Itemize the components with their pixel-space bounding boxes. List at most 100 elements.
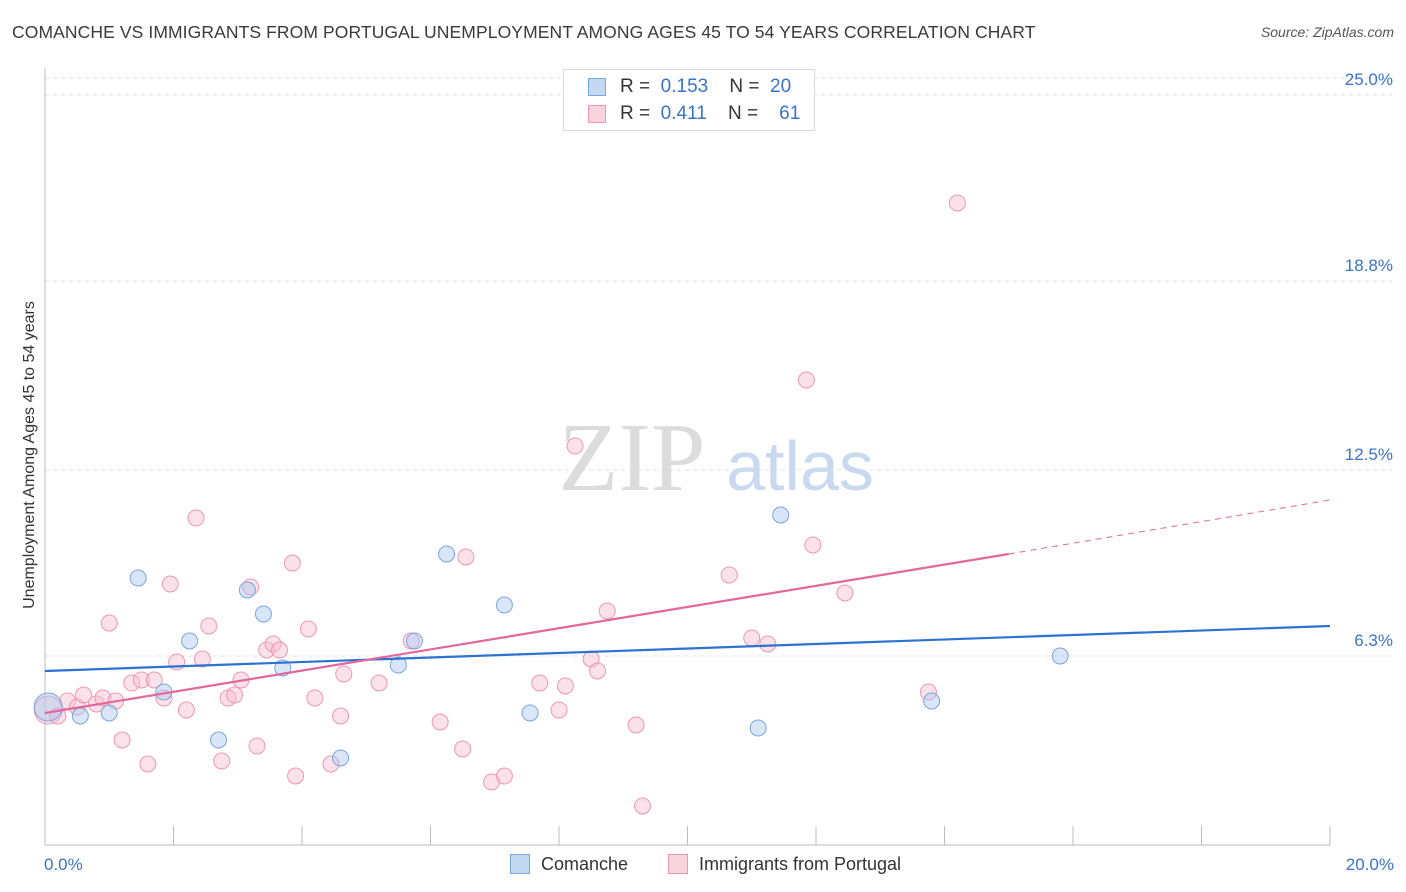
portugal-legend-swatch [668,854,688,874]
data-point-portugal [161,575,179,593]
data-point-comanche [405,632,423,650]
data-point-portugal [720,566,738,584]
x-tick-label: 0.0% [44,855,83,874]
data-point-portugal [287,767,305,785]
data-point-portugal [258,641,276,659]
data-point-portugal [589,662,607,680]
data-point-portugal [627,716,645,734]
data-point-comanche [254,605,272,623]
data-point-portugal [454,740,472,758]
data-point-comanche [129,569,147,587]
watermark-zip: ZIP [559,404,706,512]
data-point-portugal [919,683,937,701]
data-point-comanche [772,506,790,524]
data-point-portugal [797,371,815,389]
n-value: 20 [770,76,792,97]
trend-line-portugal-extrapolated [1008,499,1331,555]
data-point-comanche [389,656,407,674]
data-point-portugal [531,674,549,692]
data-point-portugal [332,707,350,725]
y-axis-label: Unemployment Among Ages 45 to 54 years [21,301,38,609]
data-point-portugal [598,602,616,620]
data-point-comanche [332,749,350,767]
comanche-legend-swatch [510,854,530,874]
data-point-comanche [438,545,456,563]
n-label: N = [729,76,760,97]
data-point-comanche [749,719,767,737]
data-point-portugal [948,194,966,212]
r-label: R = [620,76,651,97]
data-point-portugal [123,674,141,692]
data-point-comanche [209,731,227,749]
watermark-atlas: atlas [726,427,874,505]
tick-labels: 6.3% 12.5% 18.8% 25.0% 0.0% 20.0% [44,70,1394,874]
data-point-comanche [495,596,513,614]
data-point-portugal [431,713,449,731]
r-value: 0.411 [660,103,707,124]
data-point-portugal [113,731,131,749]
data-point-portugal [271,641,289,659]
data-point-portugal [556,677,574,695]
chart-title: COMANCHE VS IMMIGRANTS FROM PORTUGAL UNE… [12,22,1036,42]
data-point-portugal [550,701,568,719]
y-tick-label: 18.8% [1345,256,1393,275]
data-point-portugal [139,755,157,773]
data-point-comanche [238,581,256,599]
stats-legend: R = 0.153 N = 20 R = 0.411 N = 61 [563,69,815,131]
data-point-portugal [370,674,388,692]
data-point-portugal [566,437,584,455]
axes [44,68,1331,846]
watermark: ZIP atlas [559,404,874,512]
data-point-portugal [322,755,340,773]
data-point-comanche [1051,647,1069,665]
data-point-portugal [200,617,218,635]
portugal-swatch [588,105,606,123]
y-tick-label: 6.3% [1354,631,1393,650]
trend-line-comanche [44,624,1331,673]
data-point-portugal [804,536,822,554]
series-comanche [33,506,1069,767]
data-point-portugal [242,578,260,596]
data-point-portugal [193,650,211,668]
data-point-portugal [283,554,301,572]
data-point-portugal [226,686,244,704]
data-point-comanche [33,692,63,722]
data-point-portugal [187,509,205,527]
r-value: 0.153 [660,76,709,97]
data-point-portugal [299,620,317,638]
data-point-comanche [923,692,941,710]
trend-lines [44,499,1331,715]
data-point-comanche [274,659,292,677]
data-point-portugal [132,671,150,689]
n-label: N = [727,103,759,124]
comanche-swatch [588,78,606,96]
grid-lines [45,77,1392,657]
data-point-portugal [743,629,761,647]
data-point-portugal [759,635,777,653]
data-point-portugal [457,548,475,566]
data-point-comanche [100,704,118,722]
data-point-portugal [213,752,231,770]
data-point-comanche [71,707,89,725]
data-point-portugal [145,671,163,689]
series-immigrants-from-portugal [33,194,966,815]
x-tick-label: 20.0% [1346,855,1394,874]
data-point-portugal [75,686,93,704]
data-point-comanche [521,704,539,722]
data-point-portugal [634,797,652,815]
y-tick-label: 25.0% [1345,70,1393,89]
data-point-portugal [100,614,118,632]
trend-line-portugal [44,552,1009,715]
data-point-portugal [264,635,282,653]
data-point-portugal [836,584,854,602]
data-point-portugal [306,689,324,707]
data-point-portugal [335,665,353,683]
y-tick-label: 12.5% [1345,445,1393,464]
source-credit: Source: ZipAtlas.com [1260,24,1394,40]
r-label: R = [620,103,651,124]
data-point-portugal [495,767,513,785]
data-point-comanche [181,632,199,650]
legend-label: Immigrants from Portugal [699,854,902,874]
data-point-portugal [248,737,266,755]
